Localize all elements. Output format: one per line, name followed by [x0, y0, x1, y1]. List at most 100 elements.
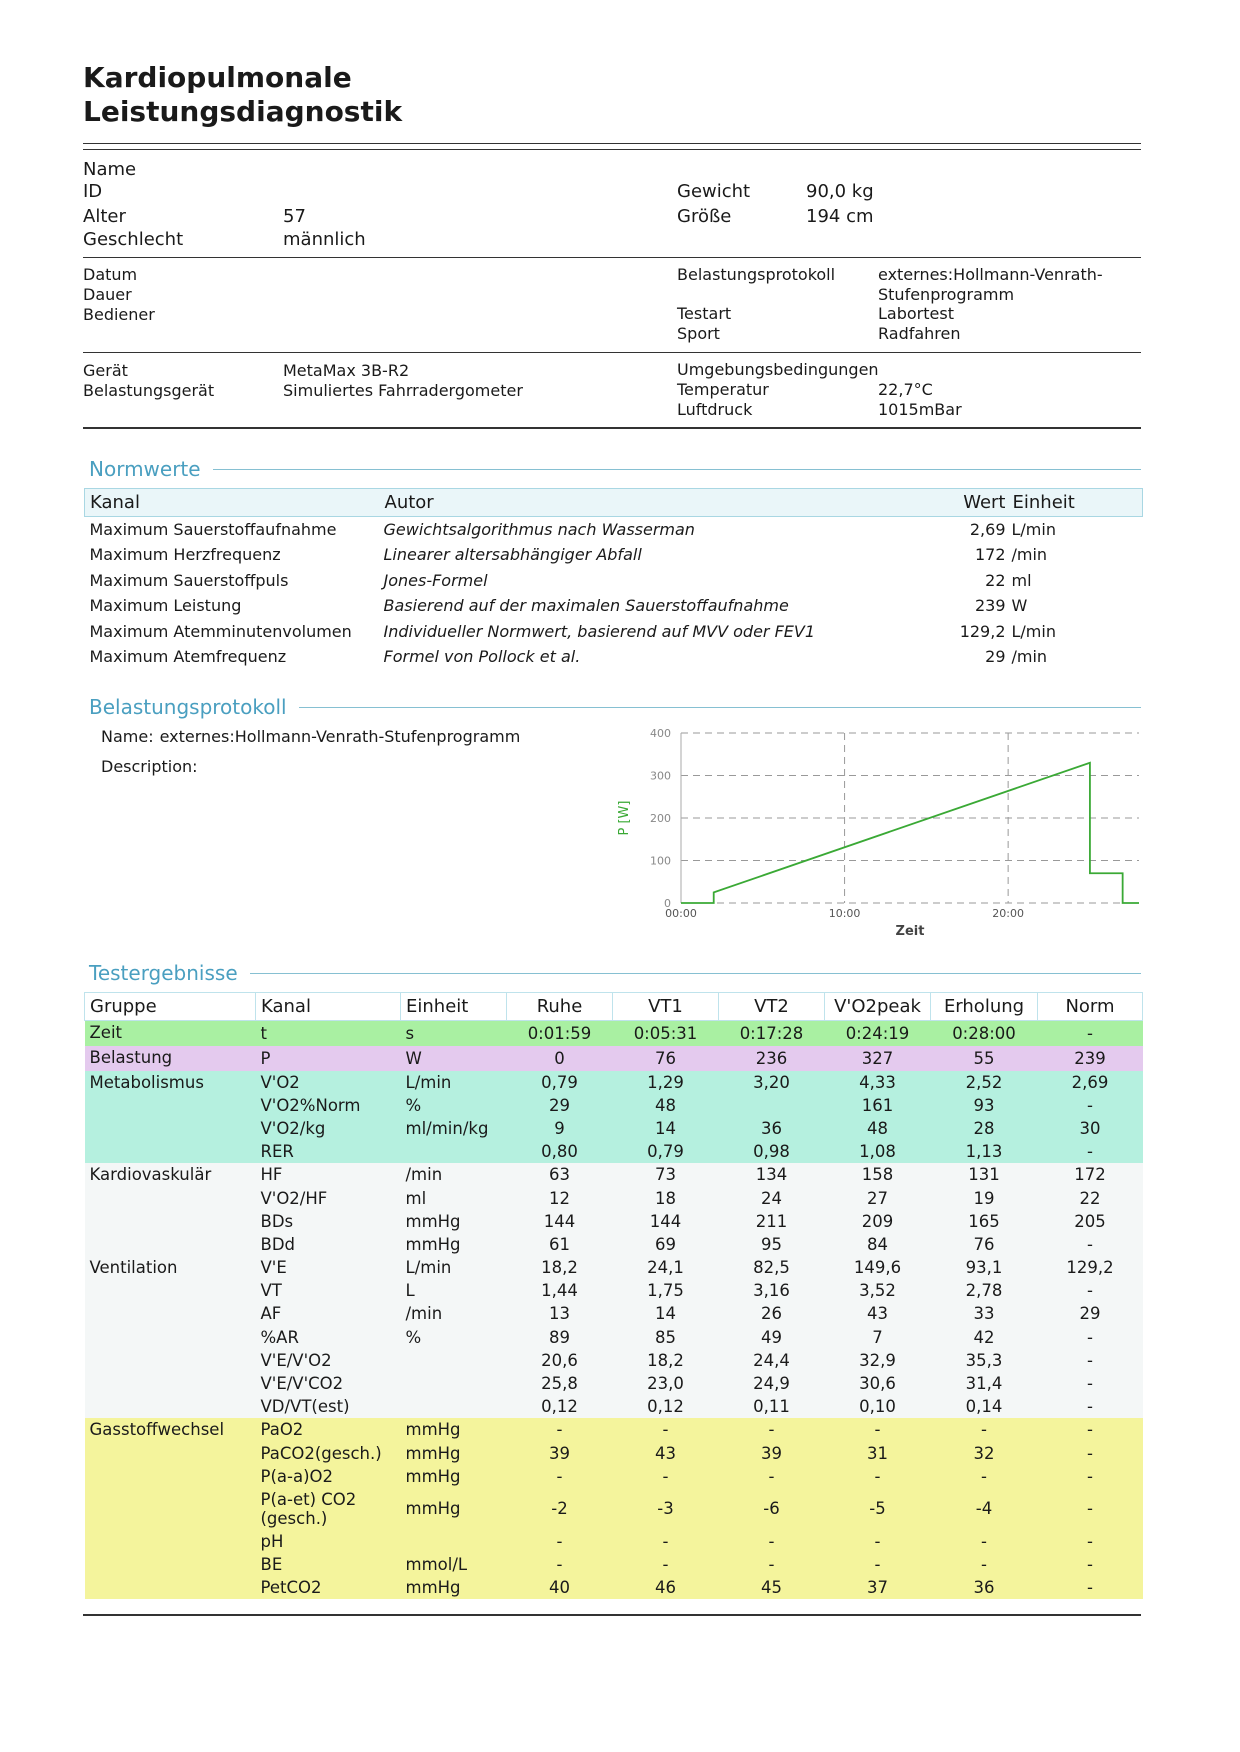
cell: 0:24:19 — [845, 1023, 910, 1043]
table-head: Gruppe Kanal Einheit Ruhe VT1 VT2 V'O2peak Erho… — [84, 992, 1143, 1021]
cell: 0:01:59 — [527, 1023, 592, 1043]
field-value: externes:Hollmann-Venrath-Stufenprogramm — [159, 727, 521, 747]
section-title: Normwerte — [89, 457, 201, 481]
rule — [83, 257, 1141, 258]
cell: 39 — [549, 1443, 570, 1463]
cell: - — [768, 1555, 775, 1575]
cell: 3,52 — [859, 1281, 896, 1301]
cell: - — [1087, 1578, 1093, 1598]
result-row: V'O2/HF ml 12 18 24 27 19 22 — [84, 1186, 1143, 1210]
cell: 144 — [543, 1211, 576, 1231]
cell: 0,14 — [965, 1397, 1003, 1417]
cell: HF — [260, 1165, 283, 1185]
cell: 1,44 — [541, 1281, 578, 1301]
field-value: Simuliertes Fahrradergometer — [283, 381, 523, 401]
cell: 172 — [1074, 1165, 1106, 1185]
cell: Maximum Atemfrequenz — [89, 647, 287, 667]
result-row: PaCO2(gesch.) mmHg 39 43 39 31 32 - — [84, 1441, 1143, 1465]
cell: Maximum Sauerstoffpuls — [89, 570, 289, 590]
section-line — [298, 706, 1141, 708]
cell: 49 — [761, 1327, 782, 1347]
cell: 85 — [655, 1327, 676, 1347]
cell: 1,13 — [965, 1142, 1003, 1162]
cell: /min — [1011, 647, 1048, 667]
cell: 42 — [973, 1327, 995, 1347]
field-label: Description: — [101, 757, 198, 777]
cell: 55 — [973, 1048, 995, 1068]
cell: 28 — [973, 1118, 995, 1138]
cell: 46 — [655, 1578, 676, 1598]
cell: 76 — [655, 1048, 676, 1068]
cell — [401, 1349, 507, 1372]
cell: 239 — [974, 596, 1006, 616]
cell: W — [1011, 596, 1028, 616]
cell: 18,2 — [647, 1350, 684, 1370]
y-axis-label: P [W] — [617, 801, 632, 836]
header-row: Gruppe Kanal Einheit Ruhe VT1 VT2 V'O2peak Erho… — [84, 992, 1143, 1021]
cell: mmHg — [405, 1420, 461, 1440]
cell: 32,9 — [859, 1350, 896, 1370]
cell: 2,69 — [1071, 1072, 1109, 1092]
header-cell: Wert — [943, 488, 1012, 517]
cell: V'E/V'CO2 — [260, 1374, 344, 1394]
protocol-chart: 0 100 200 300 400 00:00 10:00 20:00 Zeit P [W] — [617, 727, 1139, 939]
cell: % — [405, 1095, 422, 1115]
cell: BDd — [260, 1234, 296, 1254]
cell: 29 — [549, 1095, 570, 1115]
field-label: Bediener — [83, 305, 155, 325]
field-label: Luftdruck — [677, 400, 753, 420]
cell: 24 — [761, 1188, 782, 1208]
cell: -5 — [869, 1499, 886, 1519]
cell: 0,79 — [541, 1072, 578, 1092]
cell: -2 — [551, 1499, 568, 1519]
cell: mmHg — [405, 1578, 461, 1598]
cell: 93 — [973, 1095, 995, 1115]
cell: /min — [405, 1304, 443, 1324]
cell: 32 — [973, 1443, 995, 1463]
cell: 0,98 — [753, 1142, 790, 1162]
header-cell: Autor — [383, 488, 944, 517]
cell: 0,11 — [753, 1397, 790, 1417]
cell: Gewichtsalgorithmus nach Wasserman — [383, 520, 695, 539]
cell: 23,0 — [647, 1374, 684, 1394]
cell: AF — [260, 1304, 282, 1324]
cell: 61 — [549, 1234, 570, 1254]
cell: V'O2%Norm — [260, 1095, 361, 1115]
result-row: %AR% 89 85 49 7 42 - — [84, 1325, 1143, 1349]
cell: 129,2 — [959, 621, 1006, 641]
field-label: Datum — [83, 265, 138, 285]
cell: BE — [260, 1555, 283, 1575]
cell: 0,12 — [541, 1397, 578, 1417]
cell: - — [874, 1531, 881, 1551]
cell: Jones-Formel — [383, 570, 488, 590]
cell: 0,12 — [647, 1397, 684, 1417]
norm-row: Maximum Leistung Basierend auf der maxima… — [85, 593, 1143, 619]
cell: -3 — [657, 1499, 674, 1519]
cell: 18,2 — [541, 1258, 578, 1278]
rule — [83, 143, 1141, 144]
cell: P — [260, 1048, 271, 1068]
cell: - — [768, 1420, 775, 1440]
field-label: Gewicht — [677, 180, 751, 202]
cell: 25,8 — [541, 1374, 578, 1394]
cell: 30,6 — [859, 1374, 896, 1394]
cell: 24,4 — [753, 1350, 790, 1370]
field-value: männlich — [283, 228, 366, 250]
result-row: V'O2/kg ml/min/kg 9 14 36 48 28 30 — [84, 1116, 1143, 1141]
cell: 43 — [655, 1443, 676, 1463]
cell: 82,5 — [753, 1258, 790, 1278]
section-title: Testergebnisse — [89, 961, 238, 985]
result-row: Zeit t s 0:01:59 0:05:31 0:17:28 0:24:19 0:28:0… — [84, 1020, 1143, 1046]
cell: L/min — [405, 1072, 452, 1092]
cell: 36 — [973, 1578, 995, 1598]
cell: - — [662, 1420, 669, 1440]
header-cell: VT2 — [718, 992, 825, 1021]
result-row: PetCO2 mmHg 40 46 45 37 36 - — [84, 1576, 1143, 1600]
field-label: Dauer — [83, 285, 132, 305]
section-title: Belastungsprotokoll — [89, 695, 287, 719]
field-label: ID — [83, 180, 103, 202]
cell: - — [1087, 1281, 1093, 1301]
cell — [401, 1395, 507, 1418]
cell: 165 — [968, 1211, 1000, 1231]
cell: 30 — [1079, 1118, 1101, 1138]
